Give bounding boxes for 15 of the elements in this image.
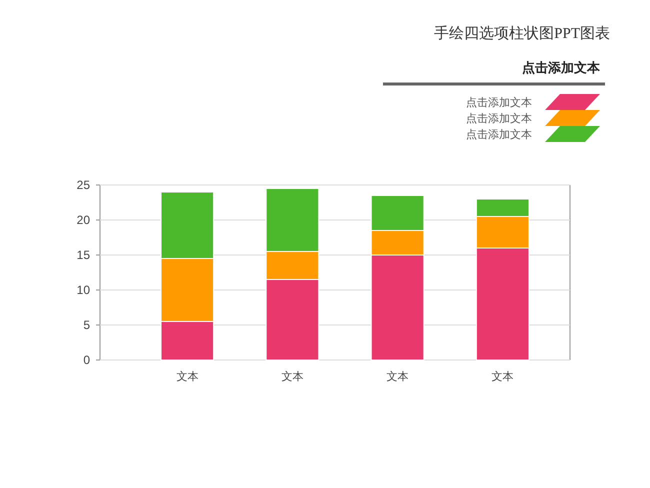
y-tick-label: 15 (76, 248, 90, 262)
legend-title: 点击添加文本 (522, 60, 601, 75)
y-tick-label: 25 (76, 178, 90, 192)
legend-label: 点击添加文本 (466, 96, 532, 109)
x-tick-label: 文本 (386, 370, 409, 383)
legend-label: 点击添加文本 (466, 112, 532, 125)
y-tick-label: 5 (83, 318, 90, 332)
y-tick-label: 0 (83, 353, 90, 368)
chart-title: 手绘四选项柱状图PPT图表 (434, 25, 610, 42)
x-tick-label: 文本 (281, 370, 304, 383)
y-tick-label: 10 (76, 283, 90, 298)
y-tick-label: 20 (76, 213, 90, 228)
x-tick-label: 文本 (176, 370, 198, 383)
x-tick-label: 文本 (492, 370, 514, 383)
legend-label: 点击添加文本 (466, 128, 532, 141)
